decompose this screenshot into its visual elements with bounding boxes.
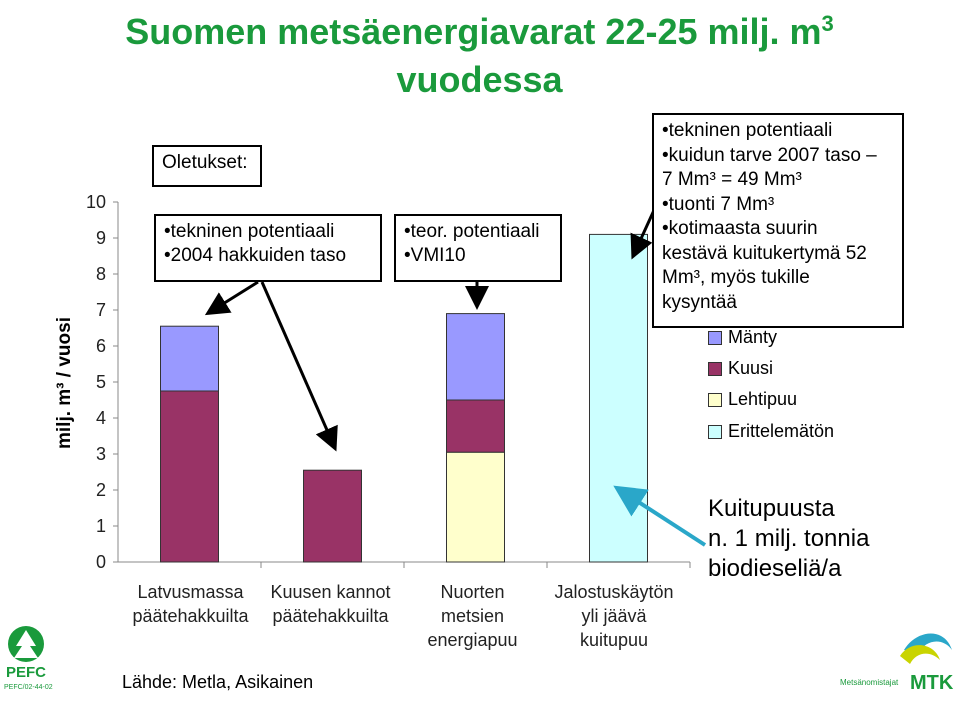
y-tick-label: 1 — [96, 516, 106, 536]
arrow-right-to-kuitupuu — [630, 207, 657, 260]
y-tick-label: 10 — [86, 192, 106, 212]
legend-swatch — [708, 424, 722, 439]
source-text: Lähde: Metla, Asikainen — [122, 672, 314, 692]
x-tick-label: kuitupuu — [579, 630, 649, 650]
note-right-line: 7 Mm³ = 49 Mm³ — [662, 169, 802, 190]
pefc-text: PEFC — [6, 664, 47, 681]
bar-segment-erittelemätön — [589, 233, 648, 563]
legend-swatch — [708, 392, 722, 407]
x-category-label: Kuusen kannot päätehakkuilta — [258, 580, 403, 628]
page-title: Suomen metsäenergiavarat 22-25 milj. m3 … — [0, 0, 959, 104]
legend-label: Kuusi — [728, 358, 774, 378]
x-tick-label: päätehakkuilta — [132, 606, 249, 626]
pefc-code: PEFC/02-44-02 — [4, 684, 53, 691]
legend-swatch — [708, 361, 722, 376]
arrow-left-to-kannot — [260, 281, 338, 452]
annotation-line: n. 1 milj. tonnia — [708, 525, 870, 552]
y-tick-label: 9 — [96, 228, 106, 248]
mtk-logo: Metsänomistajat MTK — [840, 620, 956, 696]
annotation-line: Kuitupuusta — [708, 495, 835, 522]
note-right-line: •kotimaasta suurin — [662, 218, 818, 239]
y-tick-label: 6 — [96, 336, 106, 356]
legend-item-manty: Mänty — [708, 327, 777, 348]
x-tick-label: Nuorten — [440, 582, 505, 602]
x-tick-label: päätehakkuilta — [272, 606, 389, 626]
x-tick-label: Kuusen kannot — [270, 582, 391, 602]
y-tick-label: 4 — [96, 408, 106, 428]
x-tick-label: Jalostuskäytön — [554, 582, 674, 602]
legend-item-erittelematon: Erittelemätön — [708, 421, 834, 442]
y-tick-label: 3 — [96, 444, 106, 464]
annotation-line: biodieseliä/a — [708, 555, 842, 582]
legend-label: Mänty — [728, 327, 778, 347]
pefc-logo: PEFC PEFC/02-44-02 — [4, 622, 64, 694]
note-left-line: •2004 hakkuiden taso — [164, 245, 347, 266]
legend-label: Erittelemätön — [728, 421, 835, 441]
legend-item-kuusi: Kuusi — [708, 358, 773, 379]
mtk-text: MTK — [910, 672, 954, 694]
note-mid-line: •teor. potentiaali — [404, 221, 540, 242]
x-tick-label: metsien — [440, 606, 505, 626]
y-tick-label: 5 — [96, 372, 106, 392]
note-mid-line: •VMI10 — [404, 245, 466, 266]
title-sup: 3 — [821, 11, 834, 36]
bar-segment-kuusi — [160, 390, 219, 563]
title-line1: Suomen metsäenergiavarat 22-25 milj. m — [125, 11, 822, 52]
note-box-mid: •teor. potentiaali •VMI10 — [394, 214, 562, 282]
arrow-annotation-to-kuitupuu — [613, 485, 707, 547]
note-right-line: kestävä kuitukertymä 52 — [662, 242, 867, 264]
mtk-subtitle: Metsänomistajat — [840, 678, 899, 687]
bar-segment-lehtipuu — [446, 451, 505, 563]
note-left-line: •tekninen potentiaali — [164, 221, 335, 242]
x-tick-label: yli jäävä — [581, 606, 647, 626]
arrow-left-to-latvusmassa — [204, 280, 259, 316]
note-right-line: •kuidun tarve 2007 taso – — [662, 144, 877, 166]
note-right-line: Mm³, myös tukille — [662, 267, 810, 288]
note-right-line: •tuonti 7 Mm³ — [662, 193, 775, 215]
bar-segment-mänty — [160, 325, 219, 392]
legend-label: Lehtipuu — [728, 389, 798, 409]
y-tick-label: 2 — [96, 480, 106, 500]
bar-segment-kuusi — [303, 469, 362, 563]
title-line2: vuodessa — [396, 59, 563, 100]
y-tick-label: 7 — [96, 300, 106, 320]
x-category-label: Nuorten metsien energiapuu — [400, 580, 545, 652]
bar-segment-mänty — [446, 313, 505, 401]
legend-item-lehtipuu: Lehtipuu — [708, 389, 797, 410]
x-category-label: Jalostuskäytön yli jäävä kuitupuu — [540, 580, 688, 652]
note-right-line: •tekninen potentiaali — [662, 120, 833, 141]
mtk-swirl-icon — [900, 633, 952, 664]
assumptions-box: Oletukset: — [152, 145, 262, 187]
y-tick-label: 8 — [96, 264, 106, 284]
x-tick-label: energiapuu — [427, 630, 518, 650]
annotation-biodiesel: Kuitupuusta n. 1 milj. tonnia biodieseli… — [708, 494, 869, 584]
legend-swatch — [708, 330, 722, 345]
bar-segment-kuusi — [446, 399, 505, 453]
y-axis-label: milj. m³ / vuosi — [54, 317, 75, 449]
note-box-left: •tekninen potentiaali •2004 hakkuiden ta… — [154, 214, 382, 282]
x-tick-label: Latvusmassa — [137, 582, 244, 602]
note-box-right: •tekninen potentiaali •kuidun tarve 2007… — [652, 113, 904, 328]
y-tick-label: 0 — [96, 552, 106, 572]
assumptions-label: Oletukset: — [162, 152, 248, 173]
x-category-label: Latvusmassa päätehakkuilta — [118, 580, 263, 628]
note-right-line: kysyntää — [662, 291, 737, 313]
pefc-tree-icon — [8, 626, 44, 662]
